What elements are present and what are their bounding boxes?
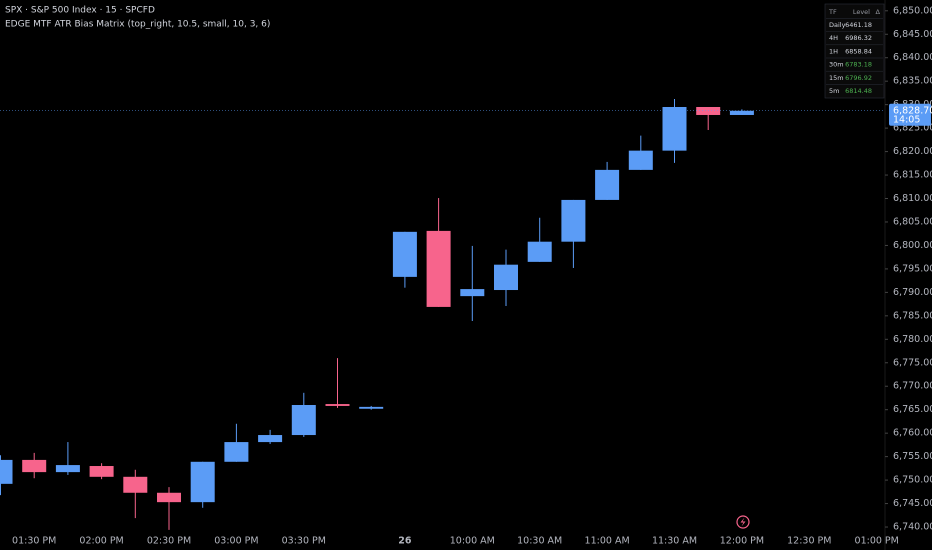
candle-body (224, 442, 249, 462)
y-tick-label: 6,835.00 (893, 76, 932, 87)
x-tick-label: 11:00 AM (585, 536, 630, 547)
countdown: 14:05 (893, 114, 920, 125)
y-tick-label: 6,805.00 (893, 216, 932, 227)
x-tick-label: 02:30 PM (147, 536, 191, 547)
candle-body (258, 435, 283, 443)
candle-body (0, 459, 13, 484)
candle-body (628, 150, 653, 170)
y-tick-label: 6,795.00 (893, 263, 932, 274)
table-tf: 30m (829, 61, 844, 69)
last-price-label: 6,828.70 (893, 105, 932, 116)
table-tf: 5m (829, 87, 839, 95)
symbol-line: SPX · S&P 500 Index · 15 · SPCFD (5, 6, 155, 16)
candle-body (157, 492, 181, 503)
indicator-line: EDGE MTF ATR Bias Matrix (top_right, 10.… (5, 20, 270, 30)
candle-body (55, 465, 80, 473)
x-tick-label: 01:00 PM (855, 536, 899, 547)
table-level: 6461.18 (845, 21, 872, 29)
y-tick-label: 6,760.00 (893, 428, 932, 439)
table-tf: 15m (829, 74, 844, 82)
y-tick-label: 6,740.00 (893, 522, 932, 533)
candle-body (460, 289, 485, 297)
table-header: TF (828, 8, 837, 16)
y-tick-label: 6,845.00 (893, 29, 932, 40)
candle-body (325, 404, 350, 406)
table-level: 6814.48 (845, 87, 872, 95)
x-tick-label: 02:00 PM (79, 536, 123, 547)
x-tick-label: 11:30 AM (652, 536, 697, 547)
y-tick-label: 6,750.00 (893, 475, 932, 486)
x-tick-label: 03:00 PM (214, 536, 258, 547)
y-tick-label: 6,780.00 (893, 334, 932, 345)
table-tf: 4H (829, 34, 838, 42)
last-price-box (889, 103, 931, 126)
lightning-icon (736, 515, 750, 529)
candle-body (22, 459, 47, 473)
x-tick-label: 03:30 PM (282, 536, 326, 547)
table-level: 6986.32 (845, 34, 872, 42)
candle-body (392, 231, 417, 277)
table-tf: Daily (829, 21, 846, 29)
indicator-table (824, 3, 885, 99)
candle-body (729, 110, 754, 115)
y-tick-label: 6,755.00 (893, 451, 932, 462)
y-tick-label: 6,840.00 (893, 52, 932, 63)
candle-body (123, 476, 148, 493)
candle-body (359, 406, 384, 409)
y-tick-label: 6,825.00 (893, 123, 932, 134)
x-tick-label: 12:00 PM (720, 536, 764, 547)
y-tick-label: 6,775.00 (893, 357, 932, 368)
x-tick-label: 10:30 AM (517, 536, 562, 547)
y-tick-label: 6,815.00 (893, 170, 932, 181)
y-tick-label: 6,850.00 (893, 5, 932, 16)
candle-body (561, 199, 586, 242)
y-tick-label: 6,790.00 (893, 287, 932, 298)
table-header: Δ (876, 8, 881, 16)
candle-body (494, 264, 518, 291)
y-tick-label: 6,810.00 (893, 193, 932, 204)
x-tick-label: 01:30 PM (12, 536, 56, 547)
y-tick-label: 6,765.00 (893, 404, 932, 415)
x-tick-label: 10:00 AM (450, 536, 495, 547)
candle-body (291, 405, 316, 436)
table-tf: 1H (829, 47, 838, 55)
x-tick-label: 12:30 PM (787, 536, 831, 547)
table-header: Level (853, 8, 870, 16)
candle-body (426, 230, 451, 307)
candle-body (89, 466, 114, 477)
candle-body (595, 169, 620, 200)
x-tick-label: 26 (398, 536, 412, 547)
y-tick-label: 6,820.00 (893, 146, 932, 157)
y-tick-label: 6,800.00 (893, 240, 932, 251)
candle-body (190, 461, 215, 503)
y-tick-label: 6,770.00 (893, 381, 932, 392)
candle-body (527, 241, 552, 262)
y-tick-label: 6,785.00 (893, 310, 932, 321)
table-level: 6783.18 (845, 61, 872, 69)
candle-body (662, 107, 687, 151)
table-level: 6858.84 (845, 47, 872, 55)
y-tick-label: 6,745.00 (893, 498, 932, 509)
table-level: 6796.92 (845, 74, 872, 82)
